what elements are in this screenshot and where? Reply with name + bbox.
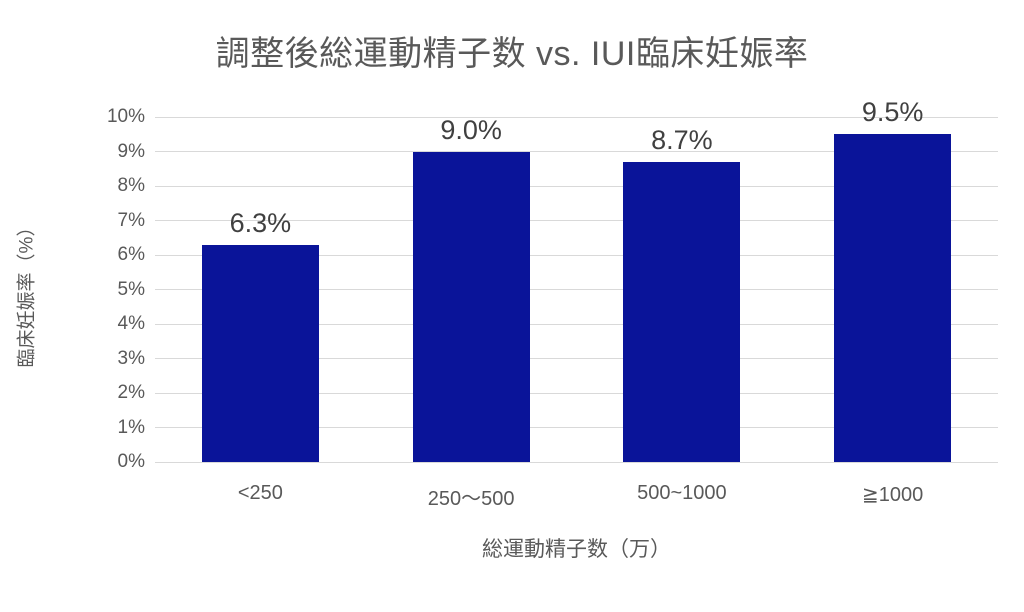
gridline [155, 289, 998, 290]
bar [623, 161, 741, 462]
y-tick-label: 10% [106, 106, 145, 127]
gridline [155, 461, 998, 463]
bar-value-label: 8.7% [651, 124, 713, 155]
y-tick-label: 5% [117, 278, 145, 300]
x-tick-label: ≧1000 [862, 484, 924, 506]
bar-value-label: 6.3% [229, 207, 292, 238]
gridline [155, 185, 998, 187]
y-tick-label: 7% [117, 209, 145, 231]
chart-title: 調整後総運動精子数 vs. IUI臨床妊娠率 [215, 35, 809, 73]
gridline [155, 220, 998, 221]
bar-value-label: 9.0% [440, 114, 502, 145]
x-tick-label: 250〜500 [427, 488, 515, 510]
gridline [155, 427, 998, 428]
y-tick-label: 8% [117, 175, 145, 196]
x-tick-label: <250 [237, 482, 283, 504]
bar [412, 151, 530, 462]
bar [201, 244, 319, 462]
gridline [155, 392, 998, 394]
gridline [155, 358, 998, 359]
bar-value-label: 9.5% [861, 97, 924, 128]
y-tick-label: 3% [117, 347, 145, 369]
y-tick-label: 2% [117, 382, 145, 403]
gridline [155, 116, 998, 118]
y-tick-label: 9% [117, 140, 145, 162]
bar [834, 134, 952, 462]
x-tick-label: 500~1000 [637, 482, 727, 504]
gridline [155, 323, 998, 325]
gridline [155, 151, 998, 152]
y-tick-label: 6% [117, 244, 145, 265]
x-axis-title: 総運動精子数（万） [482, 538, 671, 561]
plot-area: 6.3% 9.0% 8.7% 9.5% [155, 97, 998, 463]
y-tick-label: 4% [117, 313, 145, 334]
y-tick-label: 1% [117, 416, 145, 438]
gridline [155, 254, 998, 256]
y-tick-label: 0% [117, 451, 145, 472]
